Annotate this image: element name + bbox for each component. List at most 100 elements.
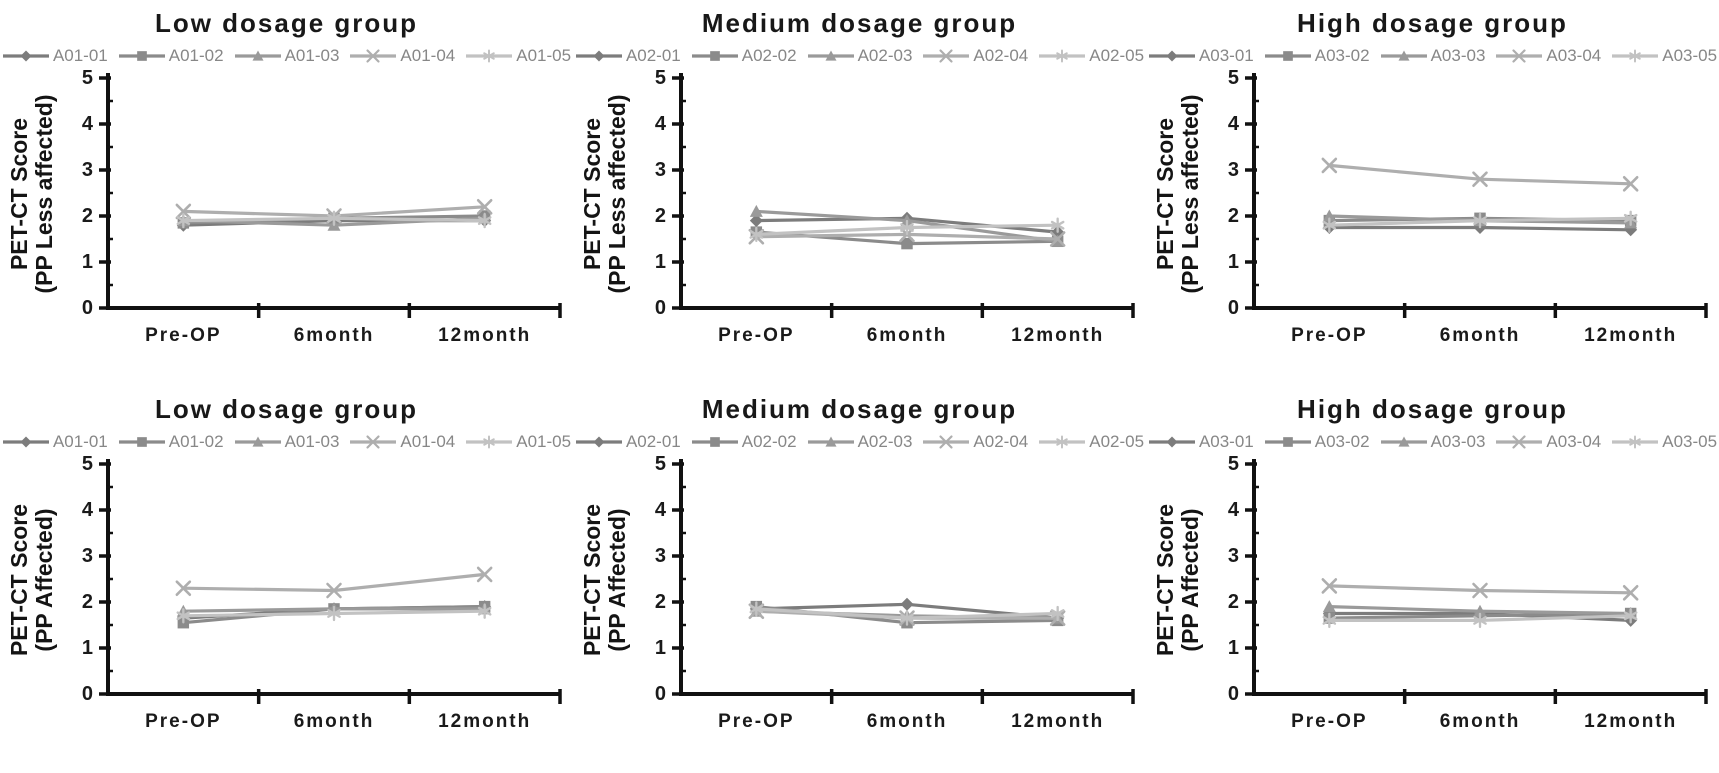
legend-item-a02-03: A02-03: [807, 46, 912, 66]
y-tick-label: 5: [655, 454, 666, 475]
y-axis-label-line2: (PP Affected): [31, 508, 57, 652]
data-point-marker: [1322, 217, 1337, 233]
legend-marker-x: [923, 49, 970, 63]
legend-item-a02-01: A02-01: [575, 432, 681, 452]
data-point-marker: [1473, 604, 1487, 617]
y-tick-label: 2: [82, 591, 93, 613]
legend-item-a03-01: A03-01: [1148, 432, 1254, 452]
data-point-marker: [1050, 217, 1065, 233]
y-tick-label: 0: [82, 683, 93, 705]
y-tick-label: 1: [655, 637, 666, 659]
legend-marker-x: [923, 435, 970, 449]
data-point-marker: [136, 437, 147, 447]
y-axis-label: PET-CT Score (PP Less affected): [573, 68, 637, 354]
data-point-marker: [176, 608, 191, 624]
legend-item-a01-05: A01-05: [465, 432, 571, 452]
legend-item-a03-04: A03-04: [1495, 432, 1601, 452]
y-axis-label-line2: (PP Less affected): [31, 94, 57, 294]
data-point-marker: [483, 49, 496, 63]
legend-label: A03-03: [1430, 46, 1486, 65]
legend-marker-triangle: [1380, 50, 1427, 61]
legend-marker-diamond: [575, 50, 622, 62]
data-point-marker: [825, 50, 837, 61]
legend-marker-square: [118, 437, 165, 447]
data-point-marker: [366, 49, 381, 63]
legend-marker-diamond: [1148, 436, 1195, 448]
plot-body: PET-CT Score (PP Affected) 0 1 2 3 4 5 Pre-OP 6…: [1146, 454, 1719, 740]
data-point-marker: [709, 437, 720, 447]
panel-high-less-affected: High dosage group A03-01 A03-02 A03-03 A03-…: [1146, 0, 1719, 386]
x-category-label: Pre-OP: [1291, 325, 1367, 346]
y-tick-label: 5: [82, 454, 93, 475]
y-axis-label-line2: (PP Affected): [604, 508, 630, 652]
legend-marker-square: [1264, 437, 1311, 447]
data-point-marker: [1322, 612, 1337, 629]
plot-body: PET-CT Score (PP Less affected) 0 1 2 3 4 5 Pr…: [0, 68, 573, 354]
legend-label: A01-03: [284, 46, 340, 65]
y-tick-label: 1: [655, 251, 666, 273]
line-chart: 0 1 2 3 4 5 Pre-OP 6month 12month: [1228, 454, 1708, 732]
y-tick-label: 0: [1228, 297, 1239, 319]
y-tick-label: 1: [1228, 251, 1239, 273]
y-axis-label: PET-CT Score (PP Affected): [1146, 454, 1210, 740]
legend-item-a02-05: A02-05: [1038, 432, 1144, 452]
legend-label: A01-02: [168, 46, 224, 65]
data-point-marker: [476, 199, 493, 215]
legend: A03-01 A03-02 A03-03 A03-04 A03-05: [1146, 432, 1719, 452]
x-category-label: 6month: [294, 711, 375, 732]
line-chart: 0 1 2 3 4 5 Pre-OP 6month 12month: [655, 68, 1135, 346]
y-axis-label: PET-CT Score (PP Less affected): [0, 68, 64, 354]
data-point-marker: [593, 50, 605, 62]
panel-title: Medium dosage group: [701, 394, 1018, 424]
data-point-marker: [477, 212, 492, 229]
y-axis-label-line2: (PP Less affected): [1177, 94, 1203, 294]
legend-item-a01-02: A01-02: [118, 46, 224, 66]
data-point-marker: [1473, 612, 1487, 629]
legend-marker-diamond: [1148, 50, 1195, 62]
legend-label: A01-04: [400, 432, 456, 451]
legend-label: A01-03: [284, 432, 340, 451]
y-tick-label: 4: [655, 113, 667, 135]
data-point-marker: [900, 610, 914, 626]
panel-title: Low dosage group: [154, 8, 419, 38]
y-tick-label: 0: [82, 297, 93, 319]
legend-marker-square: [691, 437, 738, 447]
x-category-label: 6month: [1440, 711, 1521, 732]
line-chart: 0 1 2 3 4 5 Pre-OP 6month 12month: [82, 454, 562, 732]
y-tick-label: 5: [1228, 454, 1239, 475]
data-point-marker: [1056, 49, 1069, 63]
data-point-marker: [20, 436, 32, 448]
legend: A01-01 A01-02 A01-03 A01-04 A01-05: [0, 46, 573, 66]
data-point-marker: [1322, 600, 1336, 613]
data-point-marker: [1166, 436, 1178, 448]
plot-body: PET-CT Score (PP Affected) 0 1 2 3 4 5 Pre-OP 6…: [0, 454, 573, 740]
data-point-marker: [1321, 578, 1338, 594]
x-category-label: 6month: [1440, 325, 1521, 346]
legend: A02-01 A02-02 A02-03 A02-04 A02-05: [573, 432, 1146, 452]
panel-medium-affected: Medium dosage group A02-01 A02-02 A02-03 A0…: [573, 386, 1146, 773]
data-point-marker: [477, 603, 492, 619]
panel-low-less-affected: Low dosage group A01-01 A01-02 A01-03 A01-0…: [0, 0, 573, 386]
legend-marker-triangle: [234, 50, 281, 61]
legend-marker-triangle: [807, 50, 854, 61]
data-point-marker: [1282, 437, 1293, 447]
legend-item-a01-05: A01-05: [465, 46, 571, 66]
panel-low-affected: Low dosage group A01-01 A01-02 A01-03 A01-0…: [0, 386, 573, 773]
legend-label: A03-02: [1314, 432, 1370, 451]
data-point-marker: [327, 210, 341, 226]
legend-marker-square: [691, 51, 738, 61]
panel-title: Low dosage group: [154, 394, 419, 424]
plot-body: PET-CT Score (PP Less affected) 0 1 2 3 4 5 Pr…: [573, 68, 1146, 354]
legend-item-a03-05: A03-05: [1611, 46, 1717, 66]
legend-label: A01-02: [168, 432, 224, 451]
legend-marker-asterisk: [1039, 49, 1086, 63]
legend-item-a02-03: A02-03: [807, 432, 912, 452]
data-point-marker: [1622, 176, 1639, 192]
data-point-marker: [900, 597, 914, 611]
legend-item-a02-02: A02-02: [691, 432, 797, 452]
series-line-a03-04: [1327, 163, 1633, 186]
y-tick-label: 3: [1228, 159, 1239, 181]
data-point-marker: [749, 601, 764, 617]
legend-item-a02-05: A02-05: [1038, 46, 1144, 66]
data-point-marker: [1472, 171, 1488, 187]
